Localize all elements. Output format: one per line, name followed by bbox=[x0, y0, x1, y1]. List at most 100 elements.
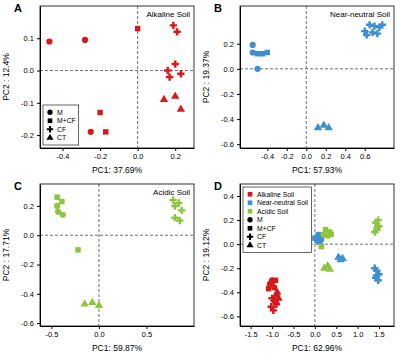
marks bbox=[240, 184, 394, 326]
tick: -0.2 bbox=[281, 148, 294, 161]
x-axis: -1.5-1.0-0.50.00.51.01.5 bbox=[241, 326, 395, 339]
series bbox=[164, 22, 184, 81]
tick-mark bbox=[345, 148, 346, 151]
marks bbox=[40, 184, 194, 326]
zero-line-y bbox=[240, 68, 394, 69]
tick: 1.5 bbox=[374, 326, 384, 339]
legend-label: M bbox=[57, 109, 63, 116]
tick: 0.0 bbox=[224, 65, 240, 74]
tick: -0.2 bbox=[221, 264, 240, 273]
tick-label: 1.0 bbox=[353, 330, 363, 339]
point bbox=[326, 265, 334, 272]
tick-label: 0.5 bbox=[332, 330, 342, 339]
point bbox=[173, 28, 180, 35]
point bbox=[379, 21, 386, 28]
panel-title: D bbox=[214, 180, 222, 192]
tick-label: -0.6 bbox=[221, 140, 234, 149]
point bbox=[325, 123, 333, 130]
tick-label: 0.0 bbox=[302, 152, 312, 161]
panel-title: A bbox=[14, 2, 22, 14]
y-axis-line bbox=[40, 185, 41, 327]
y-axis: -0.2-0.10.00.1 bbox=[21, 7, 40, 149]
legend-label: CT bbox=[57, 134, 66, 141]
tick: 0.1 bbox=[24, 34, 40, 43]
tick: -0.5 bbox=[288, 326, 301, 339]
series bbox=[54, 194, 80, 252]
tick: 0.5 bbox=[332, 326, 342, 339]
y-axis-title: PC2 : 17.71% bbox=[1, 228, 11, 281]
point bbox=[97, 110, 102, 115]
tick-mark bbox=[379, 326, 380, 329]
zero-line-x bbox=[306, 6, 307, 148]
annotation: Alkaline Soil bbox=[146, 10, 190, 19]
point bbox=[103, 129, 108, 134]
series bbox=[314, 121, 333, 131]
x-axis: -0.4 -0.2 0.0 0.2 0.4 0.6 bbox=[241, 148, 395, 161]
tick: -0.2 bbox=[21, 131, 40, 140]
tick: 0.0 bbox=[302, 148, 312, 161]
point bbox=[273, 278, 278, 283]
tick-label: 0.4 bbox=[341, 152, 351, 161]
tick-mark bbox=[237, 220, 240, 221]
legend-symbol bbox=[48, 118, 53, 123]
tick-label: 0.2 bbox=[224, 40, 234, 49]
plot-frame bbox=[240, 184, 394, 326]
tick: 0.4 bbox=[341, 148, 351, 161]
legend: Alkaline SoilNear-neutral SoilAcidic Soi… bbox=[243, 187, 311, 253]
tick-mark bbox=[37, 265, 40, 266]
tick-mark bbox=[175, 148, 176, 151]
series bbox=[334, 253, 347, 263]
point bbox=[339, 254, 347, 261]
x-axis-line bbox=[241, 326, 395, 327]
tick-mark bbox=[287, 148, 288, 151]
panel: -1.5-1.0-0.50.00.51.01.5-0.6-0.4-0.20.00… bbox=[201, 180, 395, 353]
point bbox=[270, 307, 277, 314]
point bbox=[135, 26, 140, 31]
tick-label: 1.5 bbox=[374, 330, 384, 339]
x-axis: -0.4-0.20.00.2 bbox=[41, 148, 195, 161]
y-axis-title: PC2 : 19.12% bbox=[201, 228, 211, 281]
tick: 0.2 bbox=[224, 216, 240, 225]
point bbox=[81, 299, 89, 306]
tick: -0.2 bbox=[94, 148, 107, 161]
plot-area: -0.50.00.5-0.6-0.4-0.20.00.2Acidic Soil bbox=[21, 184, 194, 339]
point bbox=[75, 247, 80, 252]
tick-label: -0.5 bbox=[45, 330, 58, 339]
tick-label: 0.0 bbox=[133, 152, 143, 161]
series bbox=[81, 298, 104, 308]
series bbox=[250, 42, 261, 72]
zero-line-y bbox=[40, 235, 194, 236]
tick-mark bbox=[138, 148, 139, 151]
tick: 0.2 bbox=[171, 148, 181, 161]
plot-frame bbox=[40, 6, 194, 148]
point bbox=[254, 66, 260, 72]
legend-box bbox=[243, 187, 311, 253]
tick-label: -1.0 bbox=[266, 330, 279, 339]
tick-label: -0.4 bbox=[221, 115, 234, 124]
point bbox=[175, 199, 182, 206]
marks bbox=[40, 6, 194, 148]
tick: 0.5 bbox=[142, 326, 152, 339]
point bbox=[60, 212, 66, 218]
tick: 0.2 bbox=[321, 148, 331, 161]
annotation: Acidic Soil bbox=[153, 188, 190, 197]
tick: -0.6 bbox=[21, 319, 40, 328]
point bbox=[54, 194, 59, 199]
tick-mark bbox=[99, 326, 100, 329]
tick: -0.6 bbox=[221, 312, 240, 321]
x-axis: -0.50.00.5 bbox=[41, 326, 195, 339]
point bbox=[273, 287, 281, 294]
tick-label: 0.6 bbox=[360, 152, 370, 161]
tick-label: -0.1 bbox=[21, 99, 34, 108]
legend-label: CF bbox=[257, 233, 266, 240]
tick-label: -0.2 bbox=[221, 90, 234, 99]
tick-mark bbox=[37, 38, 40, 39]
legend-symbol bbox=[248, 226, 253, 231]
legend: MM+CFCFCT bbox=[43, 105, 79, 145]
tick-label: 0.2 bbox=[321, 152, 331, 161]
legend-symbol bbox=[47, 126, 53, 132]
legend-label: M+CF bbox=[257, 225, 276, 232]
annotation: Near-neutral Soil bbox=[330, 10, 390, 19]
tick: -0.1 bbox=[21, 99, 40, 108]
tick: -0.4 bbox=[261, 148, 274, 161]
